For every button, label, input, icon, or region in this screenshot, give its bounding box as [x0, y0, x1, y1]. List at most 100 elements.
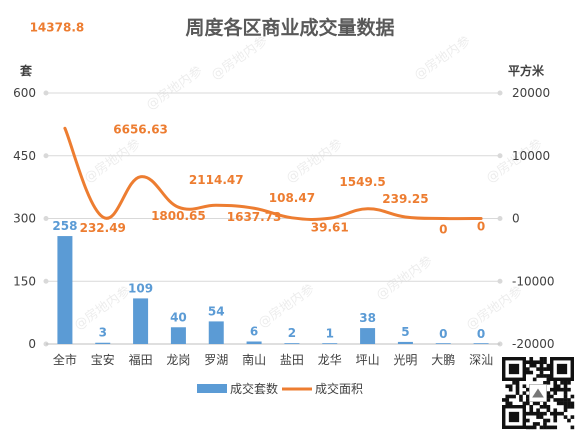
qr-module	[508, 387, 513, 392]
line-value-label: 2114.47	[189, 173, 244, 187]
qr-module	[563, 415, 568, 419]
left-axis-ticks: 0 150 300 450 600	[13, 86, 36, 351]
qr-module	[512, 381, 516, 385]
category-label: 龙华	[318, 353, 342, 367]
tick-marker	[497, 278, 503, 284]
qr-module	[536, 422, 540, 426]
line-labels: 14378.8 232.49 6656.63 1800.65 2114.47 1637.7…	[30, 20, 486, 236]
bar-value-label: 258	[52, 219, 77, 233]
qr-module	[563, 398, 568, 402]
category-label: 盐田	[280, 353, 304, 367]
qr-module	[563, 387, 568, 392]
qr-module	[536, 374, 540, 378]
qr-module	[539, 411, 544, 416]
right-tick-label: 0	[512, 212, 520, 226]
qr-module	[529, 411, 534, 416]
qr-module	[526, 360, 530, 365]
qr-module	[519, 394, 523, 399]
bar-value-label: 0	[477, 327, 485, 341]
legend-bar-label: 成交套数	[230, 381, 278, 396]
qr-module	[532, 363, 537, 368]
qr-module	[543, 360, 547, 365]
qr-module	[553, 411, 558, 416]
line-value-label: 6656.63	[113, 123, 168, 137]
qr-module	[536, 401, 540, 406]
qr-module	[532, 425, 537, 430]
qr-module	[543, 367, 547, 371]
qr-module	[570, 425, 575, 430]
bar-value-label: 5	[401, 325, 409, 339]
bar-value-label: 38	[359, 311, 376, 325]
bar	[473, 343, 489, 344]
qr-module	[515, 381, 520, 385]
qr-module	[539, 363, 544, 368]
qr-module	[519, 398, 523, 402]
qr-module	[512, 394, 516, 399]
bar	[284, 343, 300, 344]
qr-module	[543, 357, 547, 361]
qr-module	[529, 408, 534, 413]
qr-module	[539, 415, 544, 419]
right-axis-unit: 平方米	[508, 63, 545, 78]
qr-module	[532, 411, 537, 416]
qr-module	[505, 401, 510, 406]
qr-module	[543, 381, 547, 385]
left-tick-label: 450	[13, 149, 36, 163]
line-value-label: 1549.5	[339, 175, 385, 189]
line-value-label: 239.25	[382, 192, 428, 206]
bar-value-label: 0	[439, 327, 447, 341]
qr-module	[556, 387, 561, 392]
line-value-label: 1800.65	[151, 209, 206, 223]
qr-finder	[508, 363, 520, 375]
left-axis-unit: 套	[19, 63, 33, 78]
tick-marker	[43, 216, 49, 221]
line-path	[63, 126, 483, 221]
qr-module	[526, 401, 530, 406]
qr-module	[543, 405, 547, 409]
qr-module	[567, 405, 571, 409]
left-tick-label: 300	[13, 212, 36, 226]
qr-module	[532, 422, 537, 426]
qr-module	[546, 363, 551, 368]
qr-module	[553, 391, 558, 395]
qr-module	[539, 405, 544, 409]
tick-marker	[497, 90, 503, 96]
right-tick-label: -20000	[512, 337, 555, 351]
qr-module	[546, 367, 551, 371]
qr-module	[563, 391, 568, 395]
qr-module	[543, 425, 547, 430]
bar-value-label: 1	[326, 327, 334, 341]
qr-module	[546, 425, 551, 430]
bar-value-label: 3	[99, 326, 107, 340]
qr-module	[508, 401, 513, 406]
qr-module	[550, 411, 554, 416]
qr-module	[546, 398, 551, 402]
qr-module	[522, 384, 527, 389]
category-label: 宝安	[91, 352, 115, 367]
qr-module	[526, 425, 530, 430]
bar-value-label: 109	[128, 281, 153, 295]
qr-module	[553, 418, 558, 423]
line-value-label: 14378.8	[30, 20, 85, 34]
qr-module	[529, 363, 534, 368]
qr-module	[526, 387, 530, 392]
qr-module	[553, 398, 558, 402]
left-tick-label: 600	[13, 86, 36, 100]
qr-module	[546, 394, 551, 399]
watermark: @房地内参	[208, 33, 270, 83]
legend-bar-swatch	[197, 384, 227, 393]
qr-module	[539, 425, 544, 430]
qr-module	[505, 384, 510, 389]
qr-module	[550, 425, 554, 430]
bar	[246, 341, 262, 344]
qr-module	[543, 422, 547, 426]
bar	[360, 328, 376, 344]
watermark: @房地内参	[143, 63, 205, 113]
watermark: @房地内参	[283, 136, 345, 186]
qr-module	[526, 418, 530, 423]
qr-module	[560, 387, 564, 392]
qr-module	[570, 415, 575, 419]
qr-module	[556, 384, 561, 389]
qr-module	[563, 384, 568, 389]
qr-module	[556, 411, 561, 416]
